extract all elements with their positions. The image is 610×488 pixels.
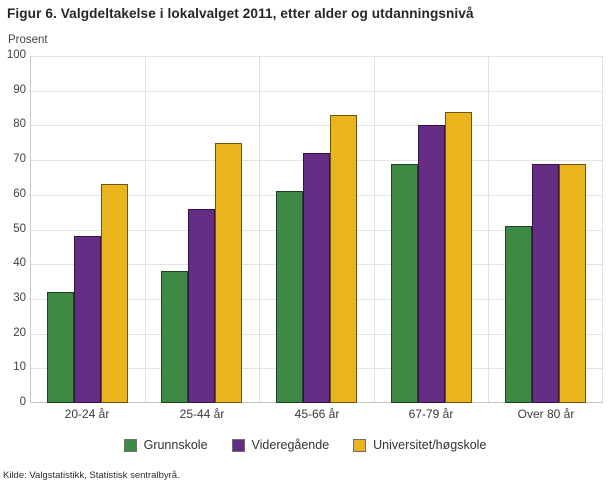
legend-swatch: [123, 438, 137, 452]
legend-label: Grunnskole: [143, 438, 208, 452]
bar: [101, 184, 128, 403]
bar: [74, 236, 101, 403]
bar: [505, 226, 532, 403]
legend-swatch: [353, 438, 367, 452]
x-axis-tick-labels: 20-24 år 25-44 år 45-66 år 67-79 år Over 80 …: [30, 407, 603, 423]
y-axis-line: [30, 56, 31, 403]
plot-area: [30, 56, 603, 403]
gridline: [145, 56, 146, 403]
y-axis-tick-labels: 0 10 20 30 40 50 60 70 80 90 100: [0, 49, 26, 408]
legend-item: Grunnskole: [123, 438, 208, 452]
x-tick-label: Over 80 år: [517, 407, 575, 421]
x-tick-label: 20-24 år: [64, 407, 110, 421]
chart-title: Figur 6. Valgdeltakelse i lokalvalget 20…: [7, 6, 474, 21]
legend-item: Universitet/høgskole: [353, 438, 486, 452]
y-tick-label: 90: [13, 84, 26, 96]
y-tick-label: 10: [13, 361, 26, 373]
bar: [445, 112, 472, 403]
gridline: [374, 56, 375, 403]
y-tick-label: 100: [6, 49, 26, 61]
y-tick-label: 0: [19, 396, 26, 408]
y-tick-label: 20: [13, 327, 26, 339]
source-note: Kilde: Valgstatistikk, Statistisk sentra…: [3, 470, 180, 481]
y-axis-title: Prosent: [8, 34, 48, 46]
bar: [161, 271, 188, 403]
y-tick-label: 50: [13, 223, 26, 235]
bar: [532, 164, 559, 403]
gridline: [30, 56, 603, 57]
bar: [47, 292, 74, 403]
x-tick-label: 25-44 år: [179, 407, 225, 421]
gridline: [602, 56, 603, 403]
gridline: [30, 125, 603, 126]
bar: [188, 209, 215, 403]
bar: [559, 164, 586, 403]
y-tick-label: 40: [13, 257, 26, 269]
bar: [303, 153, 330, 403]
bar: [276, 191, 303, 403]
legend: Grunnskole Videregående Universitet/høgsko…: [0, 438, 610, 452]
bar: [391, 164, 418, 403]
y-tick-label: 70: [13, 153, 26, 165]
legend-item: Videregående: [231, 438, 330, 452]
bar: [215, 143, 242, 403]
gridline: [30, 91, 603, 92]
legend-swatch: [231, 438, 245, 452]
gridline: [488, 56, 489, 403]
legend-label: Videregående: [251, 438, 330, 452]
bar: [418, 125, 445, 403]
y-tick-label: 60: [13, 188, 26, 200]
gridline: [259, 56, 260, 403]
legend-label: Universitet/høgskole: [373, 438, 487, 452]
y-tick-label: 80: [13, 118, 26, 130]
y-tick-label: 30: [13, 292, 26, 304]
x-tick-label: 67-79 år: [408, 407, 454, 421]
bar: [330, 115, 357, 403]
x-tick-label: 45-66 år: [294, 407, 340, 421]
